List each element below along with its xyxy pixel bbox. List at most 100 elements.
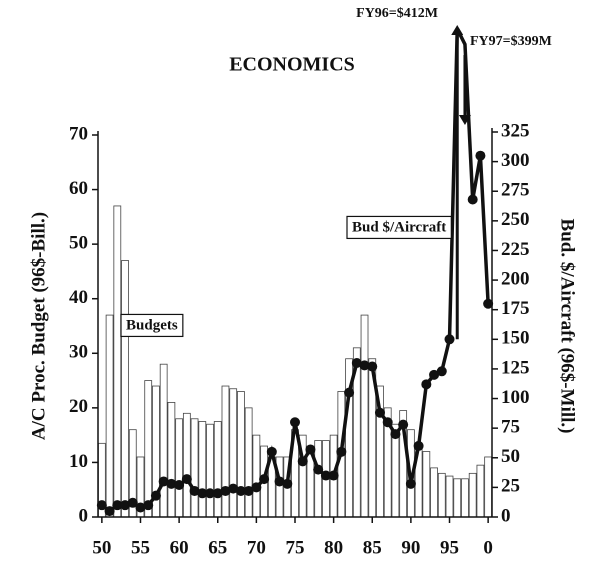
line-point [320,470,331,481]
bar [159,363,168,518]
line-point [96,500,107,511]
y2-tick-label: 150 [501,328,530,349]
bar [105,314,114,518]
line-point [313,464,324,475]
bar [461,478,469,518]
bar [213,421,222,518]
line-point [398,419,409,430]
line-point [174,480,185,491]
line-point [120,500,131,511]
line-group [96,28,494,517]
bar [113,205,122,518]
y2-tick-label: 300 [501,150,530,171]
y-axis-title: A/C Proc. Budget (96$-Bill.) [28,212,49,440]
bar [476,464,485,518]
x-tick-label: 85 [363,537,382,558]
series-label: Bud $/Aircraft [352,219,446,235]
bar [484,456,493,518]
line-point [382,417,393,428]
line-point [150,490,161,501]
bar [453,478,462,518]
y2-tick-label: 325 [501,120,530,141]
line-point [158,476,169,487]
y2-tick-label: 200 [501,268,530,289]
bar [144,380,153,518]
line-point [104,506,115,517]
bar [437,472,446,518]
y2-tick-label: 100 [501,387,530,408]
line-point [135,502,146,513]
bar [252,434,261,518]
line-point [390,429,401,440]
line-point [189,485,200,496]
line-point [359,360,370,371]
bar [182,412,191,518]
series-label: Budgets [126,317,178,333]
line-point [483,298,494,309]
line-point [436,366,447,377]
line-point [143,500,154,511]
line-point [228,483,239,494]
line-point [475,150,486,161]
bar [175,418,183,518]
y2-tick-label: 0 [501,505,511,526]
x-tick-label: 65 [208,537,227,558]
y-tick-label: 10 [69,451,88,472]
line-point [290,417,300,428]
y-tick-label: 40 [69,287,88,308]
line-point [243,485,254,496]
line-point [251,482,262,493]
line-point [444,334,455,345]
line-point [266,446,277,457]
line-point [205,488,216,499]
y2-tick-label: 175 [501,298,530,319]
y-tick-label: 60 [69,178,88,199]
x-tick-label: 55 [131,537,150,558]
series-label-box [346,215,452,240]
annotation: FY97=$399M [470,34,552,49]
bar [206,423,214,518]
bar [360,314,369,518]
bar [198,421,207,518]
bar [167,401,176,518]
x-tick-label: 90 [401,537,420,558]
line-point [220,485,231,496]
y-tick-label: 0 [79,505,89,526]
bar [430,467,438,518]
y2-tick-label: 25 [501,476,520,497]
y2-tick-label: 125 [501,357,530,378]
x-tick-label: 95 [440,537,459,558]
chart-title: ECONOMICS [229,54,355,76]
y-tick-label: 20 [69,396,88,417]
y-tick-label: 30 [69,342,88,363]
line-point [328,470,339,481]
y2-tick-label: 275 [501,180,530,201]
x-tick-label: 75 [286,537,305,558]
line-point [127,497,138,508]
line-point [166,478,177,489]
series-label-box [120,313,184,338]
y2-tick-label: 50 [501,446,520,467]
bar [244,407,253,518]
bar [422,451,431,518]
bar [229,388,238,518]
line-point [305,444,316,455]
y-tick-label: 50 [69,233,88,254]
bar [190,418,199,518]
y2-axis-title: Bud. $/Aircraft (96$-Mill.) [557,219,578,434]
line-point [467,194,478,205]
x-tick-label: 70 [247,537,266,558]
x-tick-label: 50 [92,537,111,558]
line-point [367,361,378,372]
line-point [336,446,347,457]
line-point [197,488,208,499]
line-point [405,478,416,489]
line-point [282,478,293,489]
y2-tick-label: 250 [501,209,530,230]
bar [237,391,245,518]
y2-tick-label: 75 [501,417,520,438]
y-tick-label: 70 [69,123,88,144]
line-point [344,387,355,398]
line-point [112,500,123,511]
